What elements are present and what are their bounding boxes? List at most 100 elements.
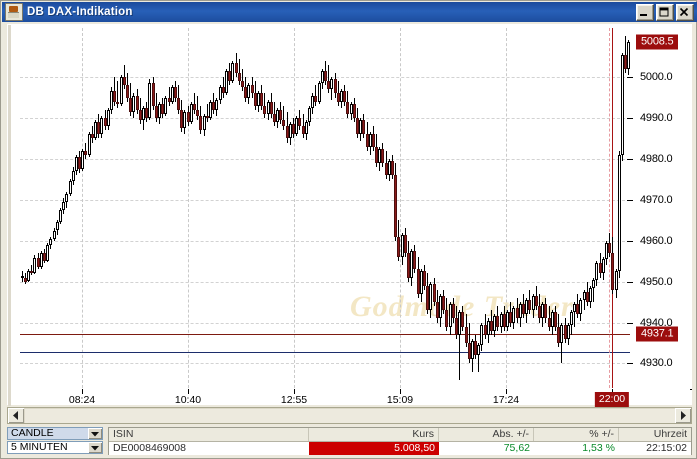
candle-body (196, 109, 199, 116)
candle-body (75, 156, 78, 172)
candle-body (152, 83, 155, 106)
candle-body (429, 283, 432, 311)
candle-body (503, 314, 506, 327)
horizontal-scrollbar[interactable] (7, 407, 692, 424)
candle-wick (274, 101, 275, 127)
candle-body (206, 115, 209, 118)
price-axis-label: 4960.0 (640, 234, 673, 247)
candle-body (148, 83, 151, 118)
candle-body (480, 324, 483, 346)
column-header-kurs[interactable]: Kurs (309, 428, 439, 441)
price-axis-label: 4950.0 (640, 275, 673, 288)
chevron-down-icon[interactable] (88, 442, 102, 453)
candle-body (241, 81, 244, 88)
interval-value: 5 MINUTEN (8, 442, 88, 453)
candle-wick (223, 77, 224, 98)
quote-table: ISIN Kurs Abs. +/- % +/- Uhrzeit DE00084… (108, 427, 692, 455)
time-axis (20, 388, 690, 405)
app-chart-icon (5, 3, 23, 21)
candle-body (174, 87, 177, 98)
candle-body (203, 115, 206, 131)
scroll-left-arrow-icon[interactable] (8, 408, 24, 423)
candle-body (100, 118, 103, 135)
candle-wick (117, 81, 118, 108)
candle-body (554, 312, 557, 327)
price-tick (627, 281, 633, 283)
price-tick (627, 199, 633, 201)
candle-body (535, 295, 538, 307)
candle-body (282, 120, 285, 127)
scroll-right-arrow-icon[interactable] (675, 408, 691, 423)
candle-body (417, 269, 420, 294)
column-header-abs[interactable]: Abs. +/- (439, 428, 534, 441)
time-axis-label: 10:40 (174, 394, 202, 406)
close-button[interactable] (676, 4, 694, 21)
candle-body (145, 107, 148, 118)
candle-body (94, 122, 97, 139)
candle-body (343, 91, 346, 102)
candle-body (401, 234, 404, 258)
candle-body (528, 300, 531, 311)
candle-body (215, 99, 218, 110)
client-area: Godmode Trader 5000.0 4990.0 4980.0 4970.0 4… (4, 23, 695, 457)
candle-body (27, 271, 30, 281)
chart-type-value: CANDLE (8, 428, 88, 439)
chart-type-select[interactable]: CANDLE (7, 427, 103, 440)
candle-body (132, 95, 135, 112)
candle-body (356, 118, 359, 135)
gridline-horizontal (20, 118, 630, 119)
cell-percent: 1,53 % (582, 442, 615, 454)
candle-body (78, 156, 81, 170)
candle-body (519, 304, 522, 319)
candle-body (567, 324, 570, 339)
gridline-horizontal (20, 281, 630, 283)
candle-body (493, 316, 496, 331)
candle-body (627, 42, 630, 69)
price-tick (627, 118, 633, 119)
maximize-button[interactable] (656, 4, 674, 21)
interval-select[interactable]: 5 MINUTEN (7, 441, 103, 454)
reference-line-blue (20, 351, 630, 353)
candle-body (602, 259, 605, 274)
candle-body (318, 83, 321, 102)
candle-wick (31, 265, 32, 276)
column-header-isin[interactable]: ISIN (109, 428, 309, 441)
candle-wick (92, 126, 93, 143)
table-row[interactable]: DE0008469008 5.008,50 75,62 1,53 % 22:15… (109, 442, 691, 455)
candle-body (139, 109, 142, 121)
candle-body (487, 320, 490, 335)
candle-body (238, 73, 241, 82)
scrollbar-track[interactable] (24, 408, 675, 423)
candle-body (570, 312, 573, 325)
candle-body (404, 234, 407, 253)
price-axis-label: 4940.0 (640, 316, 673, 329)
candle-body (251, 85, 254, 94)
chart-panel[interactable]: Godmode Trader 5000.0 4990.0 4980.0 4970.0 4… (7, 24, 692, 407)
reference-line-red (20, 334, 630, 336)
candle-wick (574, 302, 575, 327)
price-axis-label: 4990.0 (640, 112, 673, 124)
column-header-uhrzeit[interactable]: Uhrzeit (653, 428, 687, 440)
candle-wick (338, 81, 339, 106)
candle-body (97, 122, 100, 135)
candle-body (423, 271, 426, 286)
candle-body (449, 304, 452, 327)
candle-body (471, 340, 474, 360)
candle-body (324, 70, 327, 82)
candle-body (171, 87, 174, 102)
chevron-down-icon[interactable] (88, 428, 102, 439)
column-header-percent[interactable]: % +/- (534, 428, 619, 441)
candle-body (311, 95, 314, 108)
candle-body (270, 101, 273, 114)
cursor-time-badge: 22:00 (594, 392, 630, 407)
candle-body (123, 77, 126, 86)
candle-body (605, 242, 608, 260)
candle-body (263, 105, 266, 114)
cursor-line-dashed (609, 28, 610, 388)
gridline-horizontal (20, 158, 630, 160)
candle-body (292, 124, 295, 135)
chart-plot-area[interactable]: Godmode Trader (20, 28, 630, 388)
candle-body (337, 93, 340, 102)
candle-body (407, 253, 410, 278)
minimize-button[interactable] (636, 4, 654, 21)
